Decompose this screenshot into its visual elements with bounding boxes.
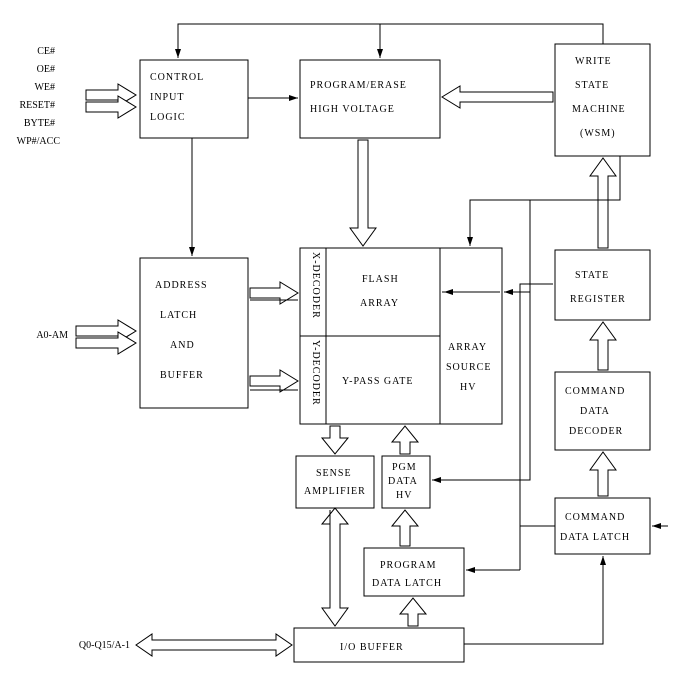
block-command-data-latch xyxy=(555,498,650,554)
sig-ce: CE# xyxy=(37,46,55,57)
block-diagram: CONTROL INPUT LOGIC PROGRAM/ERASE HIGH V… xyxy=(0,0,678,683)
lbl-control-2: INPUT xyxy=(150,92,184,103)
sig-wpacc: WP#/ACC xyxy=(17,136,61,147)
sig-byte: BYTE# xyxy=(24,118,55,129)
sig-oe: OE# xyxy=(37,64,55,75)
lbl-ydec: Y-DECODER xyxy=(310,340,321,406)
lbl-wsm-3: MACHINE xyxy=(572,104,626,115)
lbl-asrc-2: SOURCE xyxy=(446,362,491,373)
lbl-cdec-3: DECODER xyxy=(569,426,623,437)
block-flash-array xyxy=(326,248,440,336)
block-array-source-hv xyxy=(440,248,502,424)
lbl-cdec-1: COMMAND xyxy=(565,386,625,397)
lbl-sreg-2: REGISTER xyxy=(570,294,626,305)
lbl-pehv-1: PROGRAM/ERASE xyxy=(310,80,407,91)
lbl-sense-2: AMPLIFIER xyxy=(304,486,366,497)
lbl-sreg-1: STATE xyxy=(575,270,609,281)
lbl-sense-1: SENSE xyxy=(316,468,352,479)
lbl-control-3: LOGIC xyxy=(150,112,186,123)
lbl-cdec-2: DATA xyxy=(580,406,610,417)
block-sense-amplifier xyxy=(296,456,374,508)
lbl-addr-1: ADDRESS xyxy=(155,280,208,291)
lbl-cdl-1: COMMAND xyxy=(565,512,625,523)
block-program-erase-hv xyxy=(300,60,440,138)
sig-reset: RESET# xyxy=(19,100,55,111)
lbl-pehv-2: HIGH VOLTAGE xyxy=(310,104,395,115)
lbl-asrc-1: ARRAY xyxy=(448,342,487,353)
lbl-iobuf: I/O BUFFER xyxy=(340,642,404,653)
lbl-pgmhv-2: DATA xyxy=(388,476,418,487)
lbl-flash-2: ARRAY xyxy=(360,298,399,309)
lbl-xdec: X-DECODER xyxy=(310,252,321,319)
lbl-wsm-2: STATE xyxy=(575,80,609,91)
sig-data: Q0-Q15/A-1 xyxy=(79,640,130,651)
lbl-asrc-3: HV xyxy=(460,382,476,393)
lbl-wsm-1: WRITE xyxy=(575,56,612,67)
sig-we: WE# xyxy=(34,82,55,93)
lbl-flash-1: FLASH xyxy=(362,274,399,285)
lbl-wsm-4: (WSM) xyxy=(580,128,616,139)
sig-addr: A0-AM xyxy=(36,330,68,341)
lbl-pgmhv-3: HV xyxy=(396,490,412,501)
block-state-register xyxy=(555,250,650,320)
lbl-pgmhv-1: PGM xyxy=(392,462,417,473)
lbl-pdl-1: PROGRAM xyxy=(380,560,436,571)
lbl-cdl-2: DATA LATCH xyxy=(560,532,630,543)
lbl-addr-2: LATCH xyxy=(160,310,197,321)
lbl-control-1: CONTROL xyxy=(150,72,204,83)
lbl-addr-3: AND xyxy=(170,340,195,351)
lbl-addr-4: BUFFER xyxy=(160,370,204,381)
lbl-pdl-2: DATA LATCH xyxy=(372,578,442,589)
lbl-ypass: Y-PASS GATE xyxy=(342,376,413,387)
